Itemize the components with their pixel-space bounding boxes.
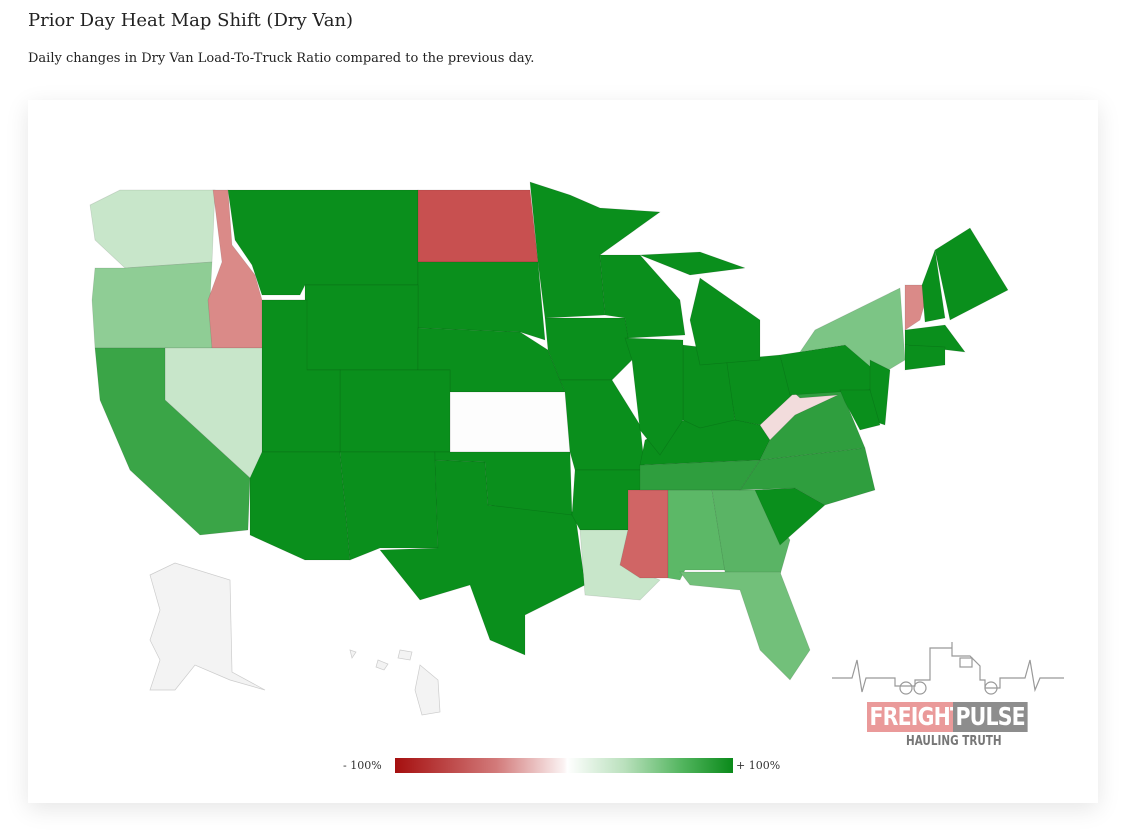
state-mi[interactable] <box>639 251 761 366</box>
state-ia[interactable] <box>544 317 633 381</box>
state-sd[interactable] <box>417 261 546 341</box>
state-nm[interactable] <box>339 451 439 561</box>
logo-word-pulse: PULSE <box>953 702 1028 732</box>
state-shape[interactable] <box>839 389 881 431</box>
state-shape[interactable] <box>624 337 684 456</box>
page-subtitle: Daily changes in Dry Van Load-To-Truck R… <box>28 51 535 66</box>
state-shape[interactable] <box>414 664 441 716</box>
state-shape[interactable] <box>249 451 351 561</box>
state-shape[interactable] <box>921 249 946 323</box>
state-shape[interactable] <box>94 347 251 536</box>
state-shape[interactable] <box>639 251 746 276</box>
state-shape[interactable] <box>375 659 389 671</box>
state-shape[interactable] <box>417 261 546 341</box>
state-wa[interactable] <box>89 189 216 269</box>
state-shape[interactable] <box>904 324 966 353</box>
state-shape[interactable] <box>679 571 811 681</box>
state-co[interactable] <box>339 369 451 453</box>
state-ks[interactable] <box>449 391 571 453</box>
state-wy[interactable] <box>304 284 419 371</box>
state-shape[interactable] <box>934 227 1009 321</box>
state-shape[interactable] <box>149 562 266 691</box>
state-shape[interactable] <box>339 369 451 453</box>
state-shape[interactable] <box>417 189 539 263</box>
state-shape[interactable] <box>397 649 413 661</box>
legend-min-label: - 100% <box>343 759 382 772</box>
state-az[interactable] <box>249 451 351 561</box>
state-shape[interactable] <box>544 317 633 381</box>
state-shape[interactable] <box>449 391 571 453</box>
legend-max-label: + 100% <box>736 759 781 772</box>
state-fl[interactable] <box>679 571 811 681</box>
state-mt[interactable] <box>227 189 419 296</box>
state-md[interactable] <box>839 389 881 431</box>
state-hi[interactable] <box>349 649 441 716</box>
state-ak[interactable] <box>149 562 266 691</box>
state-shape[interactable] <box>349 649 357 659</box>
state-shape[interactable] <box>904 344 946 371</box>
state-mo[interactable] <box>559 379 646 471</box>
state-ct[interactable] <box>904 344 946 371</box>
state-shape[interactable] <box>91 261 213 349</box>
state-ma[interactable] <box>904 324 966 353</box>
state-nh[interactable] <box>921 249 946 323</box>
state-shape[interactable] <box>89 189 216 269</box>
truck-pulse-icon <box>832 642 1064 695</box>
state-shape[interactable] <box>339 451 439 561</box>
state-wi[interactable] <box>599 254 686 339</box>
state-ca[interactable] <box>94 347 251 536</box>
state-il[interactable] <box>624 337 684 456</box>
state-shape[interactable] <box>559 379 646 471</box>
logo-word-freight: FREIGHT <box>867 702 966 732</box>
page-title: Prior Day Heat Map Shift (Dry Van) <box>28 10 354 31</box>
state-nd[interactable] <box>417 189 539 263</box>
state-shape[interactable] <box>599 254 686 339</box>
logo-tagline: HAULING TRUTH <box>906 734 1002 749</box>
state-shape[interactable] <box>227 189 419 296</box>
state-or[interactable] <box>91 261 213 349</box>
state-shape[interactable] <box>711 489 791 576</box>
legend-color-scale <box>395 758 733 773</box>
state-ga[interactable] <box>711 489 791 576</box>
state-shape[interactable] <box>689 277 761 366</box>
state-shape[interactable] <box>304 284 419 371</box>
freight-pulse-logo: FREIGHT PULSE HAULING TRUTH <box>830 640 1066 755</box>
state-me[interactable] <box>934 227 1009 321</box>
